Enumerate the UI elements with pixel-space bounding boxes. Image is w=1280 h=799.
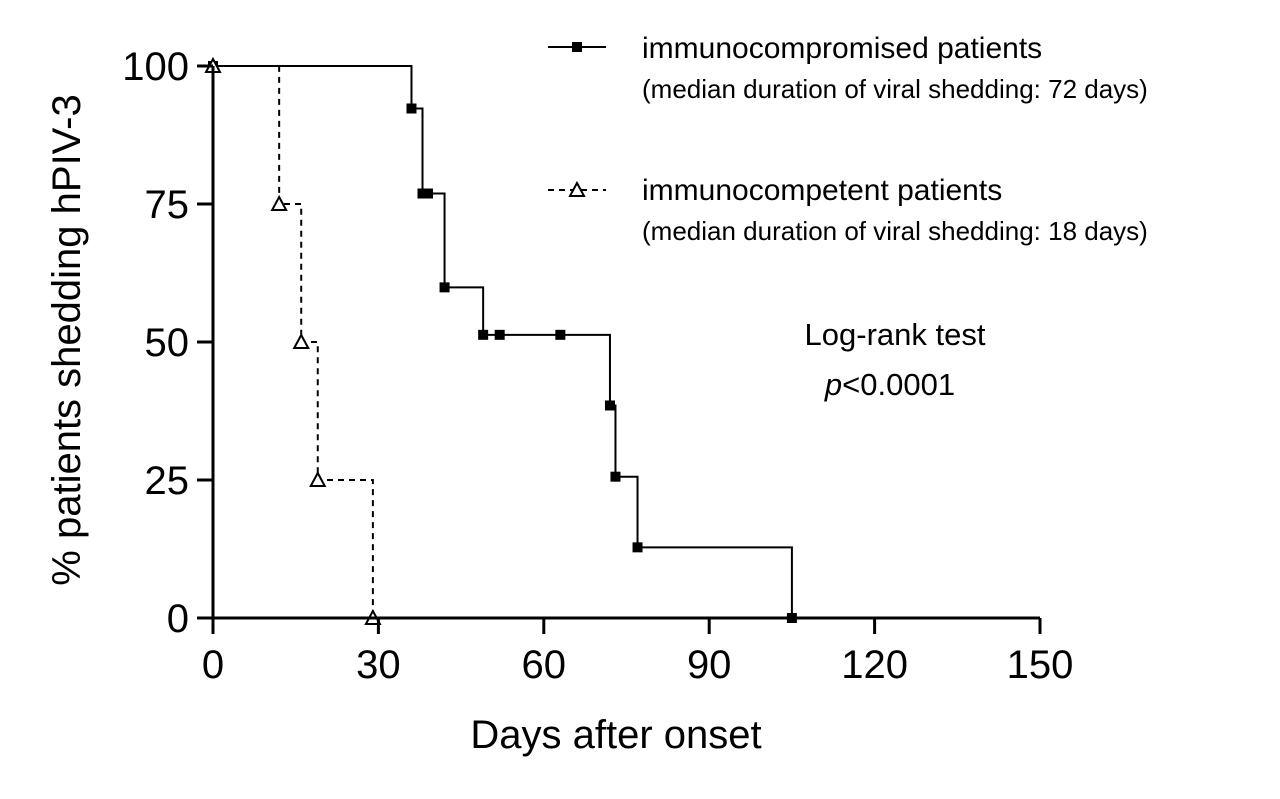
legend-label-immunocompromised: immunocompromised patients <box>642 32 1042 65</box>
plot-area <box>204 56 797 625</box>
y-tick-label-0: 0 <box>167 597 189 641</box>
x-axis-title: Days after onset <box>470 713 761 757</box>
x-tick-label-4: 120 <box>841 643 908 687</box>
x-tick-label-1: 30 <box>356 643 401 687</box>
axis-ticks: 0 30 60 90 120 150 0 25 50 75 100 <box>122 45 1073 687</box>
x-tick-label-3: 90 <box>687 643 732 687</box>
series-0-point-7 <box>555 329 566 340</box>
logrank-label: Log-rank test <box>805 317 986 352</box>
legend-marker-immunocompetent <box>568 180 586 197</box>
x-tick-label-5: 150 <box>1007 643 1074 687</box>
y-tick-label-4: 100 <box>122 45 189 89</box>
series-0-point-10 <box>632 542 643 553</box>
series-line-1 <box>213 65 374 618</box>
series-0-point-6 <box>494 329 505 340</box>
series-0-point-1 <box>406 103 417 114</box>
legend: immunocompromised patients (median durat… <box>548 32 1148 246</box>
x-tick-label-2: 60 <box>522 643 567 687</box>
legend-note-immunocompetent: (median duration of viral shedding: 18 d… <box>642 216 1148 246</box>
series-0-point-5 <box>478 329 489 340</box>
series-0-point-8 <box>604 400 615 411</box>
series-1-point-1 <box>270 194 288 211</box>
p-value-label: p<0.0001 <box>824 367 955 402</box>
legend-marker-immunocompromised <box>572 42 582 52</box>
legend-note-immunocompromised: (median duration of viral shedding: 72 d… <box>642 74 1148 104</box>
x-tick-label-0: 0 <box>202 643 224 687</box>
series-0-point-9 <box>610 471 621 482</box>
y-axis-title: % patients shedding hPIV-3 <box>45 94 89 585</box>
y-tick-label-1: 25 <box>145 459 190 503</box>
p-value: <0.0001 <box>842 367 955 402</box>
series-0-point-2 <box>417 188 428 199</box>
y-tick-label-2: 50 <box>145 321 190 365</box>
series-1-point-3 <box>309 470 327 487</box>
y-tick-label-3: 75 <box>145 183 190 227</box>
legend-label-immunocompetent: immunocompetent patients <box>642 174 1002 207</box>
p-symbol: p <box>824 367 842 402</box>
series-1-point-2 <box>292 332 310 349</box>
series-0-point-3 <box>423 188 434 199</box>
series-0-point-4 <box>439 282 450 293</box>
